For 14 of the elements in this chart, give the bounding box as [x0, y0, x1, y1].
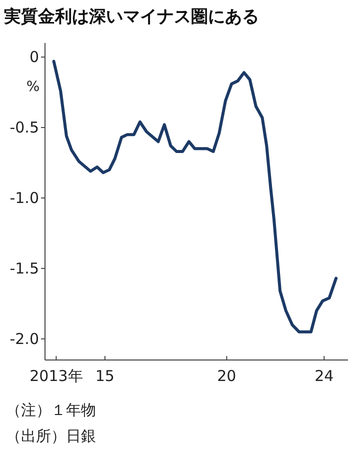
chart-title: 実質金利は深いマイナス圏にある: [3, 7, 259, 27]
text: （出所）日銀: [6, 427, 96, 445]
y-tick-label: -1.0: [10, 188, 39, 207]
y-tick-label: -0.5: [10, 118, 39, 137]
line-series: [52, 60, 338, 334]
x-tick-label: 24: [314, 367, 334, 385]
y-tick-label: -1.5: [10, 259, 39, 278]
x-tick-label: 20: [217, 367, 236, 385]
x-tick-label: 15: [95, 367, 114, 385]
y-axis-title: %: [26, 79, 40, 96]
x-tick-label: 2013年: [30, 367, 83, 385]
text: （注）１年物: [6, 401, 96, 419]
y-tick-label: -2.0: [10, 330, 39, 348]
y-tick-label: 0: [29, 48, 39, 66]
